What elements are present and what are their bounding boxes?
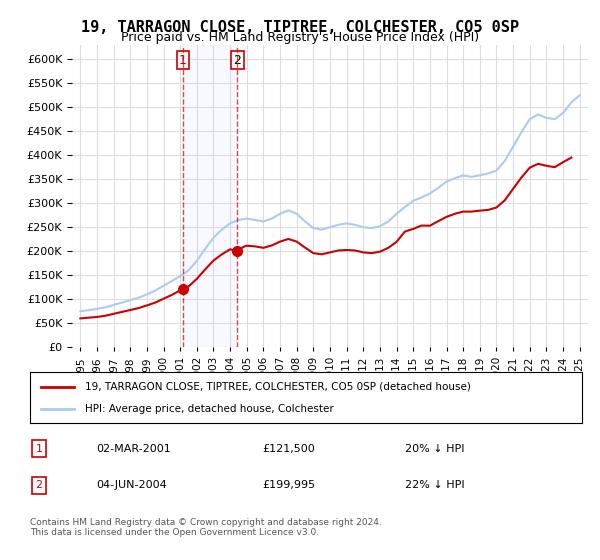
Text: 2: 2	[233, 54, 241, 67]
Text: 19, TARRAGON CLOSE, TIPTREE, COLCHESTER, CO5 0SP: 19, TARRAGON CLOSE, TIPTREE, COLCHESTER,…	[81, 20, 519, 35]
Text: 19, TARRAGON CLOSE, TIPTREE, COLCHESTER, CO5 0SP (detached house): 19, TARRAGON CLOSE, TIPTREE, COLCHESTER,…	[85, 381, 471, 391]
Text: 20% ↓ HPI: 20% ↓ HPI	[406, 444, 465, 454]
Text: 1: 1	[35, 444, 43, 454]
Text: Price paid vs. HM Land Registry's House Price Index (HPI): Price paid vs. HM Land Registry's House …	[121, 31, 479, 44]
Text: 1: 1	[179, 54, 187, 67]
Text: £121,500: £121,500	[262, 444, 314, 454]
Text: 04-JUN-2004: 04-JUN-2004	[96, 480, 167, 490]
Text: Contains HM Land Registry data © Crown copyright and database right 2024.
This d: Contains HM Land Registry data © Crown c…	[30, 518, 382, 538]
Text: 02-MAR-2001: 02-MAR-2001	[96, 444, 171, 454]
Text: 2: 2	[35, 480, 43, 490]
Text: £199,995: £199,995	[262, 480, 315, 490]
Text: HPI: Average price, detached house, Colchester: HPI: Average price, detached house, Colc…	[85, 404, 334, 414]
Text: 22% ↓ HPI: 22% ↓ HPI	[406, 480, 465, 490]
Bar	[183, 45, 237, 347]
